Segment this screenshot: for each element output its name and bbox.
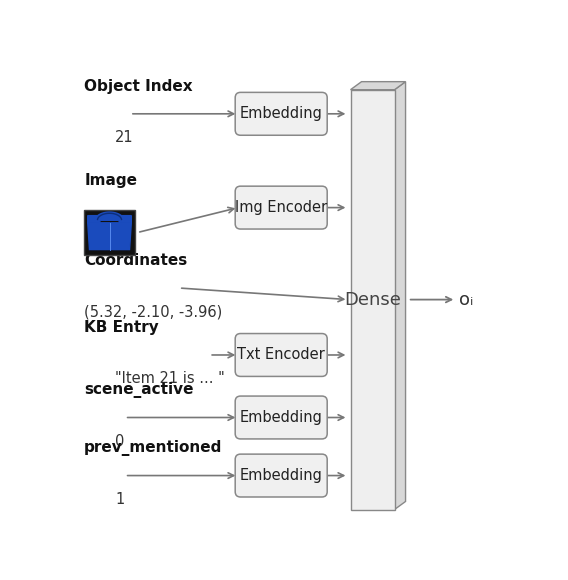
- Text: KB Entry: KB Entry: [84, 320, 159, 335]
- Text: scene_active: scene_active: [84, 382, 194, 398]
- Text: Embedding: Embedding: [240, 106, 323, 121]
- Text: Dense: Dense: [344, 291, 401, 309]
- Text: Embedding: Embedding: [240, 410, 323, 425]
- Text: 0: 0: [115, 434, 124, 448]
- Text: Txt Encoder: Txt Encoder: [237, 347, 325, 362]
- Text: "Item 21 is ... ": "Item 21 is ... ": [115, 371, 225, 386]
- Polygon shape: [350, 90, 395, 509]
- Text: Img Encoder: Img Encoder: [235, 200, 327, 215]
- FancyBboxPatch shape: [235, 334, 327, 376]
- FancyBboxPatch shape: [235, 186, 327, 229]
- Text: Image: Image: [84, 173, 137, 188]
- Text: prev_mentioned: prev_mentioned: [84, 440, 223, 456]
- FancyBboxPatch shape: [235, 396, 327, 439]
- Polygon shape: [395, 82, 406, 509]
- Text: 1: 1: [115, 492, 124, 507]
- FancyBboxPatch shape: [235, 454, 327, 497]
- Text: Coordinates: Coordinates: [84, 253, 187, 269]
- Polygon shape: [87, 216, 102, 223]
- Polygon shape: [117, 216, 131, 223]
- Polygon shape: [87, 223, 131, 249]
- Text: Embedding: Embedding: [240, 468, 323, 483]
- FancyBboxPatch shape: [235, 92, 327, 135]
- Text: Object Index: Object Index: [84, 79, 193, 94]
- Text: 21: 21: [115, 130, 133, 145]
- Text: (5.32, -2.10, -3.96): (5.32, -2.10, -3.96): [84, 304, 223, 319]
- Polygon shape: [350, 82, 406, 90]
- Polygon shape: [95, 212, 124, 220]
- Text: oᵢ: oᵢ: [460, 291, 474, 309]
- FancyBboxPatch shape: [84, 211, 135, 255]
